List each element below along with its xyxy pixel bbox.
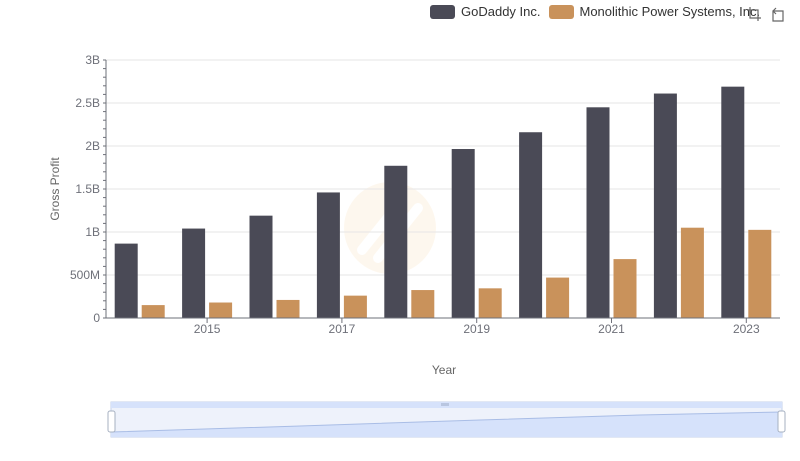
- legend-item-mps[interactable]: Monolithic Power Systems, Inc.: [548, 4, 761, 19]
- data-zoom-slider[interactable]: [107, 401, 786, 438]
- y-tick-label: 1.5B: [75, 182, 100, 196]
- x-tick-label: 2019: [463, 322, 490, 336]
- bar-godaddy: [586, 107, 610, 318]
- y-tick-label: 2B: [85, 139, 100, 153]
- x-axis: 2015 2017 2019 2021 2023: [106, 317, 780, 336]
- x-axis-label: Year: [432, 363, 456, 377]
- bar-godaddy: [519, 132, 543, 318]
- zoom-area: [111, 412, 782, 437]
- zoom-handle-left[interactable]: [107, 410, 116, 433]
- y-tick-label: 3B: [85, 53, 100, 67]
- zoom-grip[interactable]: [441, 403, 449, 406]
- bar-mps: [748, 229, 772, 318]
- bar-mps: [209, 302, 233, 318]
- bar-mps: [478, 288, 502, 318]
- bar-mps: [141, 305, 165, 318]
- x-tick-label: 2023: [733, 322, 760, 336]
- bar-godaddy: [721, 86, 745, 318]
- legend: GoDaddy Inc. Monolithic Power Systems, I…: [430, 4, 760, 19]
- y-axis-label: Gross Profit: [48, 157, 62, 221]
- x-tick-label: 2017: [329, 322, 356, 336]
- bar-godaddy: [249, 215, 273, 318]
- bars: [114, 86, 772, 318]
- bar-mps: [680, 227, 704, 318]
- legend-label-mps: Monolithic Power Systems, Inc.: [579, 4, 761, 19]
- y-tick-label: 0: [93, 311, 100, 325]
- legend-swatch-mps: [548, 4, 574, 19]
- zoom-handle-right[interactable]: [777, 410, 786, 433]
- x-tick-label: 2021: [598, 322, 625, 336]
- bar-godaddy: [114, 243, 138, 318]
- zoom-icon[interactable]: [746, 6, 762, 22]
- legend-label-godaddy: GoDaddy Inc.: [461, 4, 541, 19]
- legend-item-godaddy[interactable]: GoDaddy Inc.: [430, 4, 541, 19]
- bar-godaddy: [653, 93, 677, 318]
- y-tick-label: 500M: [70, 268, 100, 282]
- legend-swatch-godaddy: [430, 4, 455, 19]
- bar-godaddy: [316, 192, 340, 318]
- x-tick-label: 2015: [194, 322, 221, 336]
- zoom-line: [110, 411, 783, 433]
- bar-godaddy: [182, 228, 206, 318]
- restore-icon[interactable]: [770, 6, 786, 22]
- bar-godaddy: [451, 149, 475, 318]
- grid-lines: [106, 59, 780, 276]
- bar-mps: [276, 299, 300, 318]
- y-tick-label: 2.5B: [75, 96, 100, 110]
- bar-godaddy: [384, 165, 408, 318]
- bar-mps: [546, 277, 570, 318]
- bar-mps: [411, 290, 435, 318]
- y-tick-label: 1B: [85, 225, 100, 239]
- bar-mps: [343, 295, 367, 318]
- toolbox: [746, 6, 786, 22]
- bar-mps: [613, 259, 637, 318]
- y-axis: 0 500M 1B 1.5B 2B 2.5B 3B: [70, 53, 107, 325]
